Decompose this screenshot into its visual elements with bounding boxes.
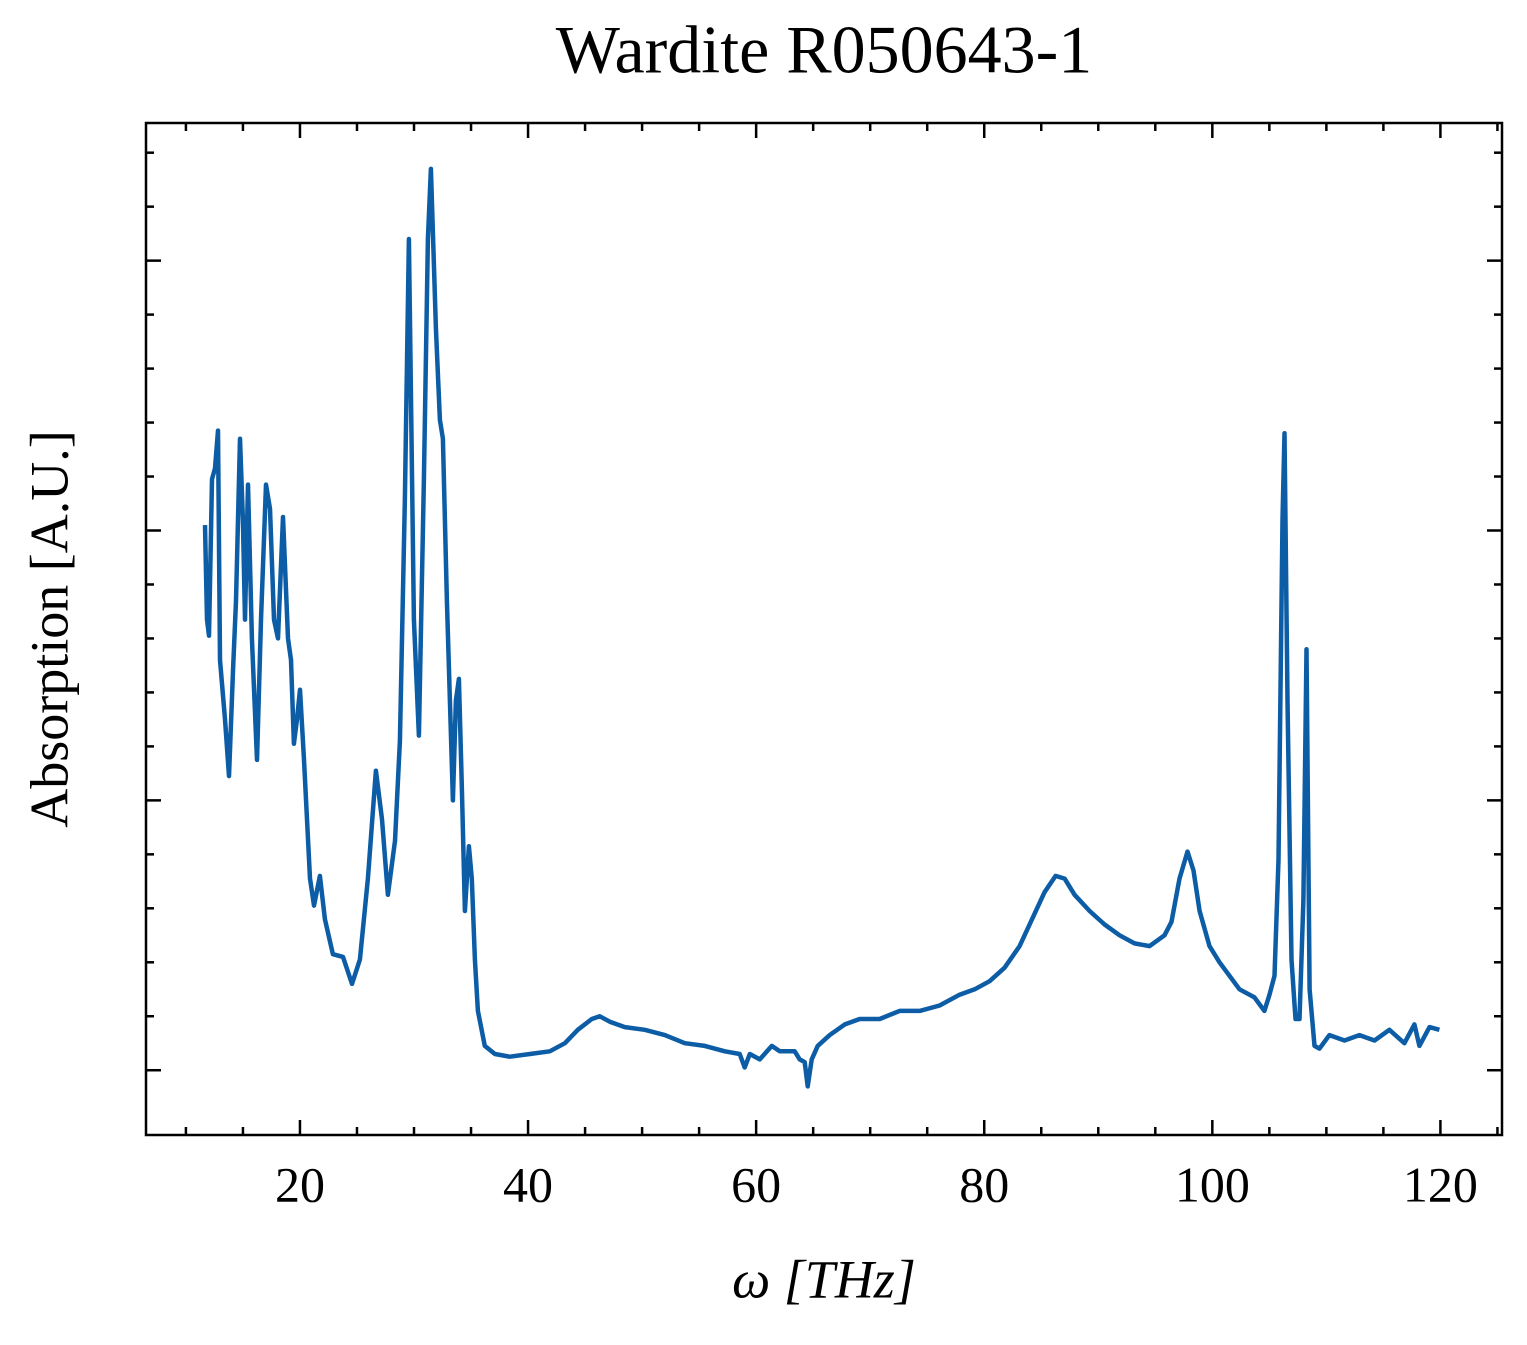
x-tick-label: 20 <box>275 1156 325 1212</box>
x-axis-label: ω [THz] <box>732 1249 916 1309</box>
plot-frame <box>144 121 1504 1137</box>
y-axis-label: Absorption [A.U.] <box>19 430 79 827</box>
x-tick-label: 100 <box>1175 1156 1250 1212</box>
x-tick-label: 40 <box>503 1156 553 1212</box>
x-tick-label: 120 <box>1403 1156 1478 1212</box>
x-tick-label: 80 <box>959 1156 1009 1212</box>
x-tick-label: 60 <box>731 1156 781 1212</box>
chart-title: Wardite R050643-1 <box>556 12 1093 88</box>
data-line <box>202 166 1440 1089</box>
